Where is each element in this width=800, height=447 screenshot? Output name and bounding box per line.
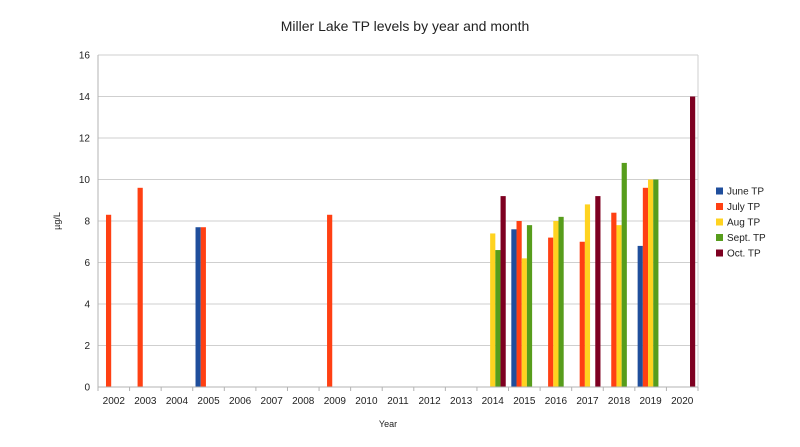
y-tick-label: 6: [84, 258, 90, 269]
x-tick-label: 2006: [229, 396, 252, 407]
x-tick-label: 2011: [387, 396, 409, 407]
bar: [553, 221, 559, 387]
bar: [500, 196, 506, 387]
x-tick-label: 2005: [197, 396, 220, 407]
legend-label: Sept. TP: [727, 233, 766, 244]
legend: June TP July TP Aug TP Sept. TP Oct. TP: [716, 187, 766, 260]
bar: [137, 187, 143, 387]
axis-layer: 0 2 4 6 8 10 12 14 16 2002 2003 2004 2005 2006 2007 200…: [79, 51, 699, 407]
legend-swatch: [716, 203, 723, 210]
y-tick-label: 16: [79, 51, 91, 62]
x-tick-label: 2003: [134, 396, 157, 407]
x-axis-label: Year: [379, 419, 397, 429]
grid-layer: [97, 54, 699, 388]
legend-label: June TP: [727, 187, 764, 198]
x-tick-label: 2009: [324, 396, 347, 407]
bar: [105, 214, 112, 387]
bar: [495, 250, 501, 387]
x-tick-label: 2020: [671, 396, 694, 407]
legend-swatch: [716, 187, 723, 195]
bar: [200, 227, 206, 387]
bar: [595, 196, 601, 387]
bar: [690, 96, 696, 387]
x-tick-label: 2018: [608, 396, 631, 407]
bar: [642, 187, 649, 387]
bar: [558, 216, 564, 387]
y-tick-label: 14: [79, 92, 91, 103]
legend-swatch: [716, 218, 723, 226]
legend-swatch: [716, 249, 723, 257]
bar: [327, 214, 333, 387]
x-tick-label: 2002: [103, 396, 126, 407]
bar: [637, 245, 643, 387]
bar: [195, 227, 201, 387]
y-tick-label: 10: [79, 175, 91, 186]
bars-layer: [105, 96, 696, 387]
y-axis-label: µg/L: [52, 212, 62, 230]
bar: [490, 233, 496, 387]
x-tick-label: 2019: [640, 396, 663, 407]
bar: [611, 212, 617, 387]
bar: [584, 204, 591, 387]
x-tick-label: 2015: [513, 396, 536, 407]
y-tick-label: 8: [84, 217, 90, 228]
bar: [516, 221, 522, 387]
bar: [648, 179, 654, 387]
x-tick-label: 2014: [482, 396, 505, 407]
bar: [616, 225, 622, 387]
legend-swatch: [716, 234, 723, 241]
bar: [521, 258, 527, 387]
bar: [511, 229, 517, 387]
y-tick-label: 4: [84, 300, 90, 311]
x-tick-label: 2017: [576, 396, 599, 407]
chart-title: Miller Lake TP levels by year and month: [281, 18, 530, 34]
y-tick-label: 2: [84, 341, 90, 352]
legend-label: Oct. TP: [727, 249, 761, 260]
legend-label: July TP: [727, 202, 760, 213]
bar: [653, 179, 659, 387]
x-tick-label: 2008: [292, 396, 315, 407]
x-tick-label: 2010: [355, 396, 378, 407]
x-tick-label: 2012: [418, 396, 441, 407]
bar: [621, 162, 627, 387]
y-tick-label: 12: [79, 134, 91, 145]
x-tick-label: 2007: [261, 396, 284, 407]
bar: [579, 241, 585, 387]
y-tick-label: 0: [84, 383, 90, 394]
legend-label: Aug TP: [727, 218, 760, 229]
x-tick-label: 2013: [450, 396, 473, 407]
bar: [526, 225, 533, 387]
x-tick-label: 2016: [545, 396, 568, 407]
bar: [548, 237, 554, 387]
x-tick-label: 2004: [166, 396, 189, 407]
